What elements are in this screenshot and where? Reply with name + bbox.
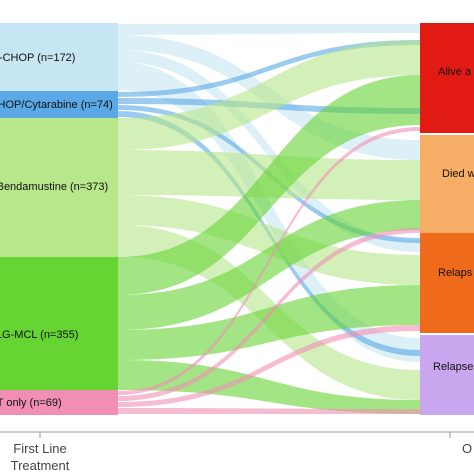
- flow-nlg-relapsed: [118, 285, 420, 360]
- flow-rchopcyt-alive: [118, 40, 420, 97]
- flow-nlg-died: [118, 200, 420, 330]
- flow-nlg-alive: [118, 75, 420, 295]
- label-rchop: R-CHOP (n=172): [0, 52, 75, 64]
- flow-nlg-relapsed2: [118, 360, 420, 414]
- flow-bend-alive: [118, 40, 420, 150]
- node-bendamustine: [0, 118, 118, 257]
- flow-rt-relapsed2: [118, 408, 420, 414]
- label-nlg-mcl: NLG-MCL (n=355): [0, 329, 78, 341]
- label-bendamustine: R-Bendamustine (n=373): [0, 181, 108, 193]
- node-rchop-cytarabine: [0, 91, 118, 118]
- flow-rchop-relapsed2: [118, 62, 420, 362]
- flow-rt-relapsed: [118, 325, 420, 407]
- label-alive: Alive a: [438, 66, 472, 78]
- node-relapsed-2: [420, 335, 474, 415]
- node-relapsed: [420, 233, 474, 333]
- node-died: [420, 135, 474, 233]
- axis-label-outcome-partial: O: [462, 441, 472, 456]
- axis-label-treatment: Treatment: [11, 458, 70, 473]
- label-relapsed-2: Relapse: [433, 361, 473, 373]
- node-nlg-mcl: [0, 257, 118, 390]
- label-died: Died w: [442, 168, 474, 180]
- label-rchop-cytarabine: R-CHOP/Cytarabine (n=74): [0, 99, 113, 111]
- node-rt-only: [0, 390, 118, 415]
- label-rt-only: RT only (n=69): [0, 397, 62, 409]
- flow-bend-relapsed: [118, 195, 420, 285]
- node-alive: [420, 23, 474, 133]
- flow-rchop-relapsed: [118, 50, 420, 252]
- flow-rchop-alive: [118, 24, 420, 35]
- node-rchop: [0, 23, 118, 91]
- axis-label-first-line: First Line: [13, 441, 66, 456]
- flow-links: [118, 24, 420, 414]
- flow-rt-died: [118, 228, 420, 401]
- label-relapsed: Relaps: [438, 267, 473, 279]
- flow-rt-alive: [118, 127, 420, 395]
